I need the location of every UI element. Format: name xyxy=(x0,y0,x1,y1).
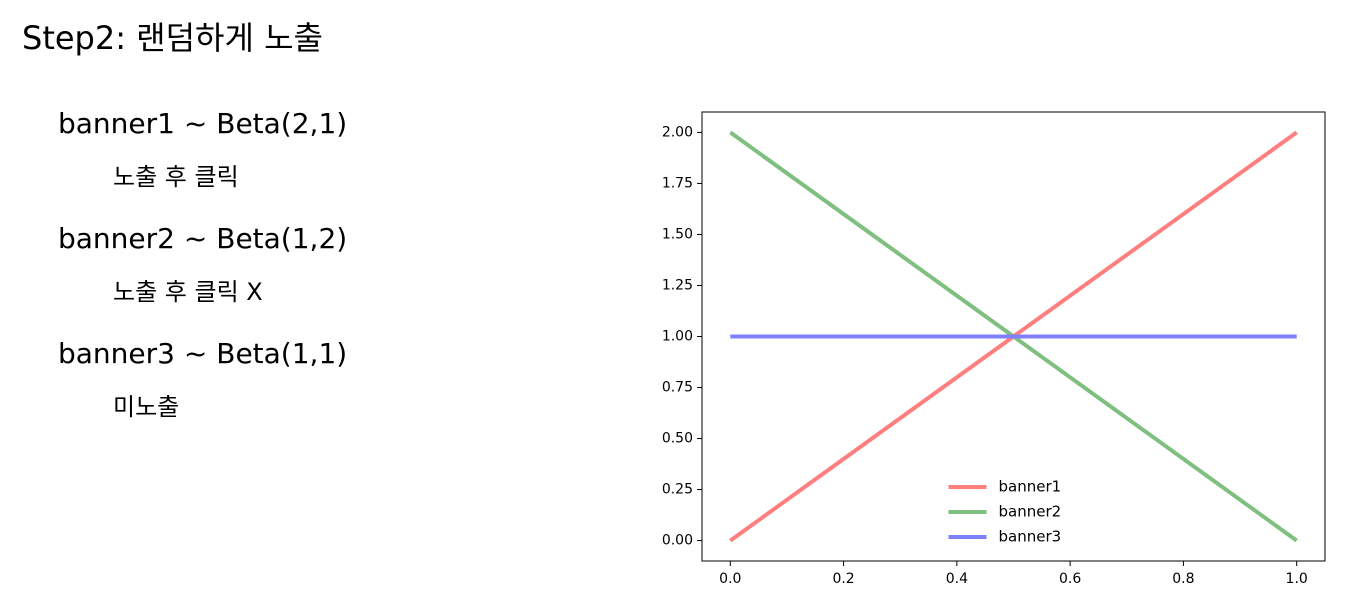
x-tick-label: 1.0 xyxy=(1286,571,1308,587)
item-note: 노출 후 클릭 X xyxy=(113,278,263,306)
y-tick-label: 0.00 xyxy=(662,533,693,549)
legend-label: banner2 xyxy=(999,503,1062,521)
item-note: 노출 후 클릭 xyxy=(113,163,239,191)
item-label: banner2 ~ Beta(1,2) xyxy=(58,222,347,255)
item-label: banner3 ~ Beta(1,1) xyxy=(58,337,347,370)
x-tick-label: 0.2 xyxy=(832,571,854,587)
x-tick-label: 0.0 xyxy=(719,571,741,587)
x-tick-label: 0.4 xyxy=(946,571,968,587)
y-tick-label: 0.50 xyxy=(662,431,693,447)
legend-label: banner1 xyxy=(999,478,1062,496)
y-tick-label: 1.75 xyxy=(662,175,693,191)
legend-label: banner3 xyxy=(999,528,1062,546)
y-tick-label: 1.25 xyxy=(662,277,693,293)
slide-title: Step2: 랜덤하게 노출 xyxy=(22,19,323,57)
item-label: banner1 ~ Beta(2,1) xyxy=(58,107,347,140)
y-tick-label: 2.00 xyxy=(662,124,693,140)
y-tick-label: 0.75 xyxy=(662,380,693,396)
x-tick-label: 0.8 xyxy=(1172,571,1194,587)
y-tick-label: 0.25 xyxy=(662,482,693,498)
item-note: 미노출 xyxy=(113,393,179,421)
x-tick-label: 0.6 xyxy=(1059,571,1081,587)
y-tick-label: 1.50 xyxy=(662,226,693,242)
y-tick-label: 1.00 xyxy=(662,329,693,345)
